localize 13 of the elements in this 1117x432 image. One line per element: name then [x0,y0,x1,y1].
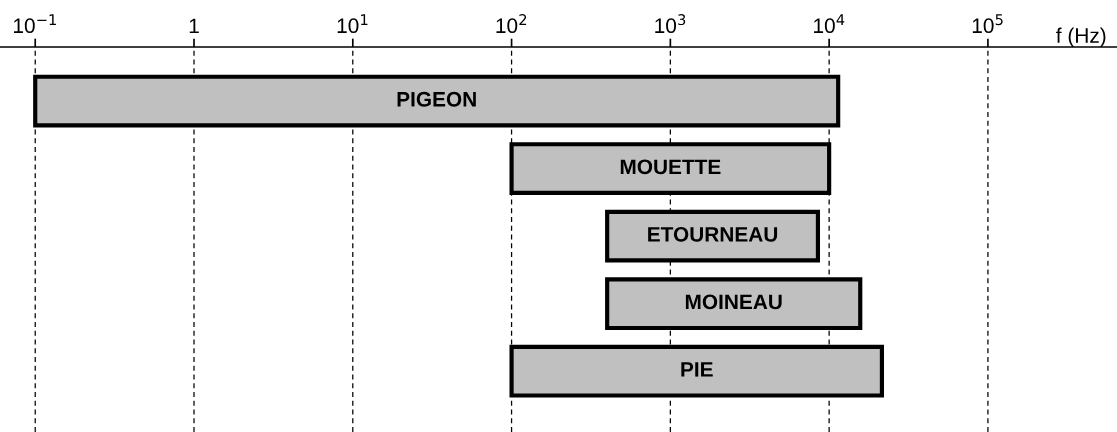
x-tick-label: 1 [189,18,199,34]
x-tick-label: 10$^{3}$ [655,14,686,34]
x-tick-label: 10$^{1}$ [337,14,368,34]
x-tick-label: 10$^{−1}$ [14,14,56,34]
y-tick-label: PIE [681,362,713,377]
x-axis-title: f (Hz) [1056,27,1106,47]
y-tick-label: PIGEON [397,91,476,107]
y-tick-label: MOUETTE [620,159,721,175]
y-tick-label: ETOURNEAU [648,226,778,242]
x-tick-label: 10$^{2}$ [496,14,527,34]
y-tick-label: MOINEAU [685,294,782,310]
x-tick-label: 10$^{4}$ [814,14,845,34]
x-tick-label: 10$^{5}$ [972,14,1003,34]
